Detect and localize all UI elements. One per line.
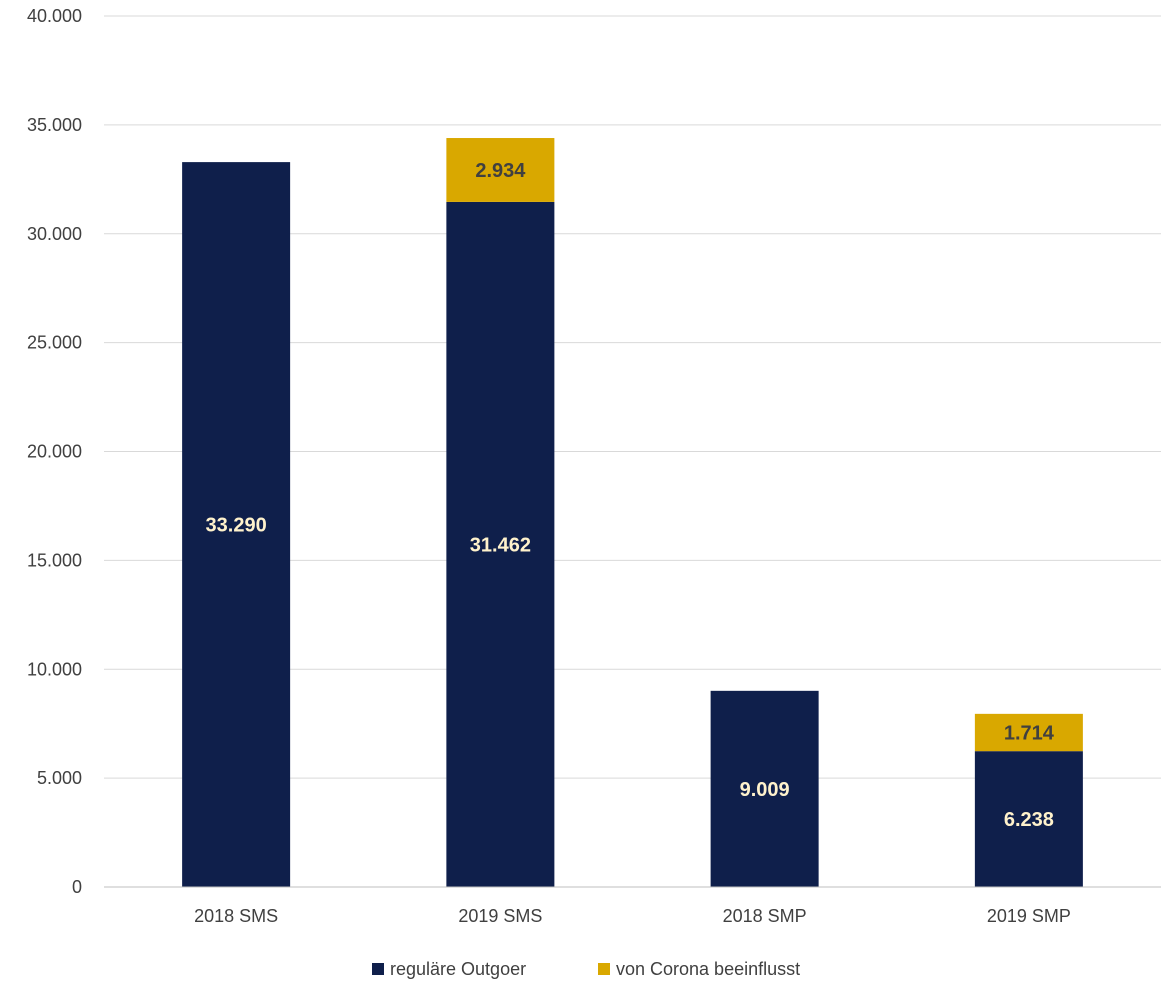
y-tick-label: 10.000 — [27, 659, 82, 679]
legend: reguläre Outgoer von Corona beeinflusst — [372, 959, 800, 979]
bar-regular — [446, 201, 555, 888]
bar-corona — [446, 138, 555, 202]
x-tick-label: 2019 SMS — [458, 906, 542, 926]
y-tick-label: 0 — [72, 877, 82, 897]
y-tick-label: 40.000 — [27, 6, 82, 26]
y-tick-label: 15.000 — [27, 550, 82, 570]
x-tick-label: 2019 SMP — [987, 906, 1071, 926]
y-tick-label: 35.000 — [27, 115, 82, 135]
data-label: 31.462 — [470, 534, 531, 556]
y-tick-label: 5.000 — [37, 768, 82, 788]
bar-regular — [710, 690, 819, 887]
legend-swatch — [598, 963, 610, 975]
x-axis: 2018 SMS 2019 SMS 2018 SMP 2019 SMP — [104, 886, 1161, 926]
x-tick-label: 2018 SMS — [194, 906, 278, 926]
y-tick-label: 30.000 — [27, 224, 82, 244]
bar-regular — [974, 751, 1083, 887]
data-label: 1.714 — [1004, 723, 1055, 745]
y-axis: 0 5.000 10.000 15.000 20.000 25.000 30.000 35.0… — [27, 6, 82, 897]
legend-label: reguläre Outgoer — [390, 959, 526, 979]
data-label: 9.009 — [740, 779, 790, 801]
data-label: 2.934 — [475, 160, 526, 182]
bar-regular — [182, 162, 291, 888]
data-label: 33.290 — [206, 515, 267, 537]
y-tick-label: 20.000 — [27, 442, 82, 462]
bar-corona — [974, 713, 1083, 752]
y-tick-label: 25.000 — [27, 333, 82, 353]
data-label: 6.238 — [1004, 809, 1054, 831]
x-tick-label: 2018 SMP — [723, 906, 807, 926]
legend-label: von Corona beeinflusst — [616, 959, 800, 979]
legend-swatch — [372, 963, 384, 975]
bars: 33.290 31.462 2.934 9.009 6.238 1.714 — [182, 138, 1083, 888]
